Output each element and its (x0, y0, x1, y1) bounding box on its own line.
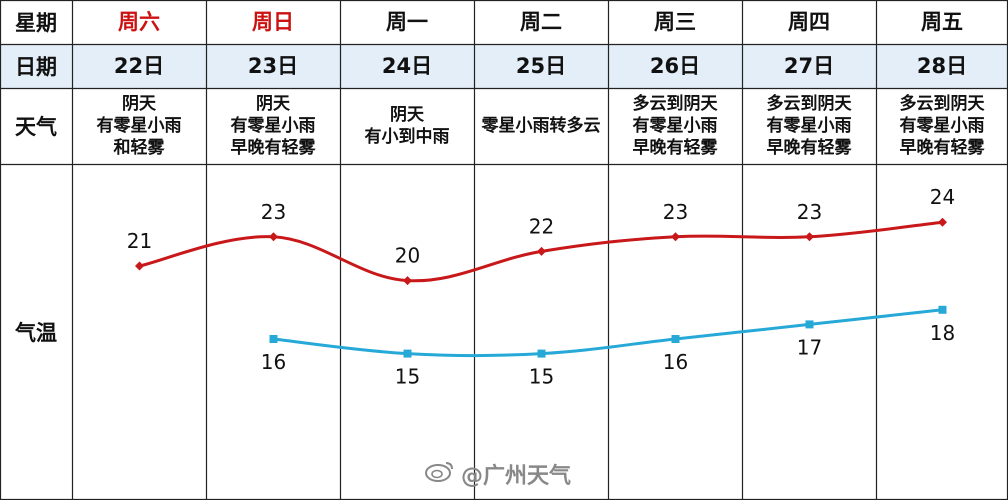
watermark-text: @广州天气 (461, 464, 572, 489)
high-temp-point (671, 232, 680, 242)
weather-cell: 阴天 有零星小雨 和轻雾 (72, 88, 206, 164)
weather-cell: 阴天 有小到中雨 (340, 88, 474, 164)
weather-line: 有零星小雨 (96, 116, 182, 136)
weather-cell: 多云到阴天 有零星小雨 早晚有轻雾 (876, 88, 1008, 164)
weekday-cell: 周五 (921, 10, 963, 34)
low-temp-point (805, 320, 814, 329)
weather-line: 有零星小雨 (230, 116, 316, 136)
weather-line: 阴天 (256, 94, 290, 114)
low-temp-point (938, 305, 947, 314)
row-label-date: 日期 (15, 55, 57, 79)
weather-line: 有零星小雨 (899, 116, 985, 136)
high-temp-point (403, 276, 412, 286)
date-cell: 22日 (113, 54, 165, 78)
weather-line: 零星小雨转多云 (481, 116, 601, 136)
weather-line: 早晚有轻雾 (632, 138, 718, 158)
high-temp-label: 23 (663, 200, 688, 224)
weather-line: 有小到中雨 (364, 127, 450, 147)
weather-line: 多云到阴天 (899, 94, 985, 114)
weather-line: 早晚有轻雾 (766, 138, 852, 158)
high-temp-point (537, 246, 546, 256)
date-cell: 26日 (649, 54, 701, 78)
low-temp-point (403, 349, 412, 358)
low-temp-point (537, 349, 546, 358)
weather-cell: 零星小雨转多云 (474, 88, 608, 164)
low-temp-label: 16 (663, 350, 688, 374)
weekday-cell: 周二 (520, 10, 562, 34)
date-cell: 23日 (247, 54, 299, 78)
high-temp-label: 20 (395, 244, 420, 268)
weibo-icon (425, 460, 455, 488)
high-temp-point (135, 261, 144, 271)
weekday-cell: 周三 (654, 10, 696, 34)
low-temp-point (269, 335, 278, 343)
high-temp-label: 24 (930, 185, 955, 209)
low-temp-label: 15 (529, 365, 554, 389)
weather-cell: 多云到阴天 有零星小雨 早晚有轻雾 (608, 88, 742, 164)
high-temp-point (805, 232, 814, 242)
watermark: @广州天气 (425, 458, 571, 490)
date-row-background (0, 44, 1008, 88)
weather-line: 有零星小雨 (632, 116, 718, 136)
low-temp-label: 15 (395, 365, 420, 389)
date-cell: 27日 (783, 54, 835, 78)
date-cell: 24日 (381, 54, 433, 78)
row-label-weather: 天气 (15, 115, 57, 139)
row-label-weekday: 星期 (15, 11, 57, 35)
weather-line: 多云到阴天 (766, 94, 852, 114)
low-temp-line (273, 308, 943, 358)
high-temp-label: 23 (261, 200, 286, 224)
high-temp-label: 23 (797, 200, 822, 224)
weather-line: 阴天 (390, 105, 424, 125)
weather-line: 有零星小雨 (766, 116, 852, 136)
date-cell: 28日 (916, 54, 968, 78)
weather-cell: 多云到阴天 有零星小雨 早晚有轻雾 (742, 88, 876, 164)
low-temp-label: 16 (261, 350, 286, 374)
row-label-temperature: 气温 (15, 321, 57, 345)
date-cell: 25日 (515, 54, 567, 78)
low-temp-label: 17 (797, 335, 822, 359)
high-temp-point (269, 232, 278, 242)
weather-line: 和轻雾 (113, 138, 165, 158)
weekday-cell: 周日 (252, 10, 294, 34)
high-temp-label: 21 (127, 229, 152, 253)
weather-line: 阴天 (122, 94, 156, 114)
high-temp-point (938, 217, 947, 227)
low-temp-label: 18 (930, 321, 955, 345)
weather-line: 早晚有轻雾 (899, 138, 985, 158)
weather-line: 早晚有轻雾 (230, 138, 316, 158)
weekday-cell: 周六 (118, 10, 160, 34)
high-temp-label: 22 (529, 214, 554, 238)
weather-line: 多云到阴天 (632, 94, 718, 114)
weather-cell: 阴天 有零星小雨 早晚有轻雾 (206, 88, 340, 164)
weekday-cell: 周一 (386, 10, 428, 34)
low-temp-point (671, 335, 680, 343)
weekday-cell: 周四 (788, 10, 830, 34)
